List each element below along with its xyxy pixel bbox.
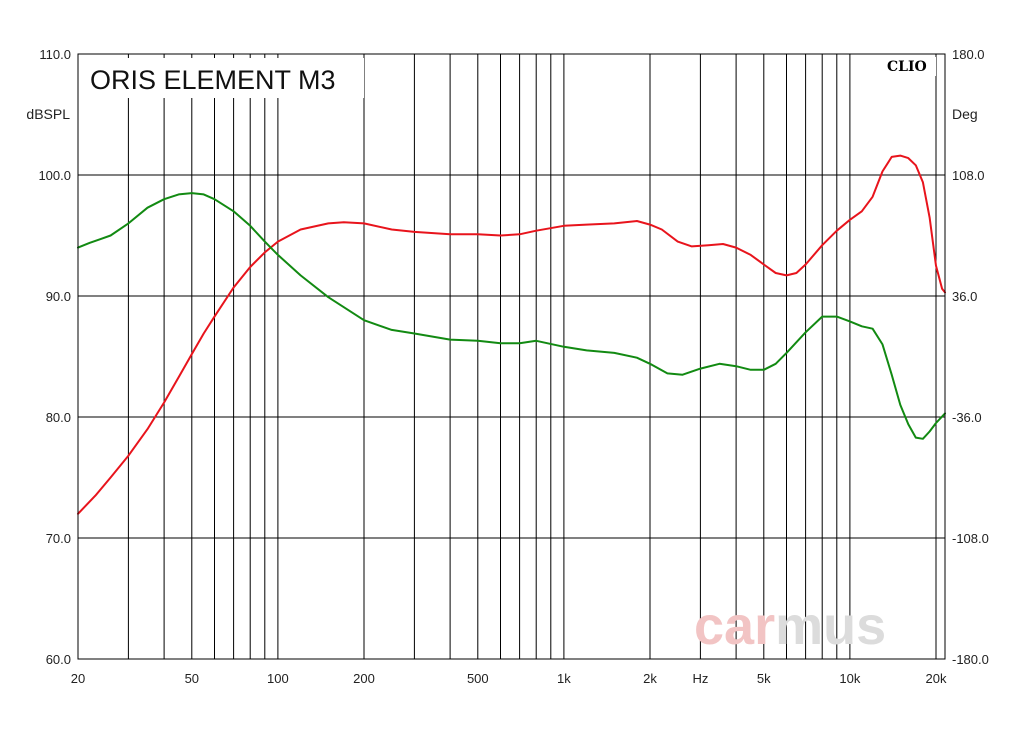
x-tick-label: 1k: [557, 671, 571, 686]
y-tick-label-right: -108.0: [952, 531, 989, 546]
chart-title-group: ORIS ELEMENT M3: [82, 58, 364, 98]
x-tick-label: 100: [267, 671, 289, 686]
chart-title: ORIS ELEMENT M3: [90, 65, 336, 95]
x-tick-label: 10k: [839, 671, 860, 686]
x-tick-label: 5k: [757, 671, 771, 686]
y-tick-label-left: 80.0: [46, 410, 71, 425]
y-tick-label-left: 90.0: [46, 289, 71, 304]
series-layer: [77, 154, 946, 515]
watermark-part2: mus: [775, 596, 886, 656]
x-tick-label: 500: [467, 671, 489, 686]
x-tick-label: Hz: [692, 671, 708, 686]
series-line-2: [77, 192, 946, 440]
x-tick-label: 2k: [643, 671, 657, 686]
x-tick-label: 20k: [926, 671, 947, 686]
y-tick-label-left: 110.0: [39, 47, 71, 62]
y-tick-label-right: 36.0: [952, 289, 977, 304]
tick-labels: 20 50 100 200 500 1k 2k Hz 5k 10k 20k 110.0 100.0 90.…: [38, 47, 988, 686]
x-tick-label: 20: [71, 671, 85, 686]
y-tick-label-left: 70.0: [46, 531, 71, 546]
watermark-part1: car: [694, 596, 775, 656]
grid: [78, 54, 945, 659]
brand-label: CLIO: [887, 59, 927, 75]
series-line-1: [77, 154, 946, 515]
y-tick-label-right: -36.0: [952, 410, 982, 425]
y-tick-label-left: 60.0: [46, 652, 71, 667]
y-tick-label-right: 180.0: [952, 47, 985, 62]
y-tick-label-right: 108.0: [952, 168, 985, 183]
x-tick-label: 50: [185, 671, 199, 686]
y-axis-right-unit: Deg: [952, 106, 978, 122]
brand-background: [880, 57, 936, 76]
brand-group: CLIO: [880, 57, 936, 76]
y-axis-left-unit: dBSPL: [26, 106, 70, 122]
watermark-logo: carmus: [694, 596, 886, 656]
x-tick-label: 200: [353, 671, 375, 686]
plot-frame: [77, 53, 946, 660]
y-tick-label-right: -180.0: [952, 652, 989, 667]
chart-title-background: [82, 58, 364, 98]
plot-area: [78, 54, 945, 659]
y-tick-label-left: 100.0: [38, 168, 71, 183]
